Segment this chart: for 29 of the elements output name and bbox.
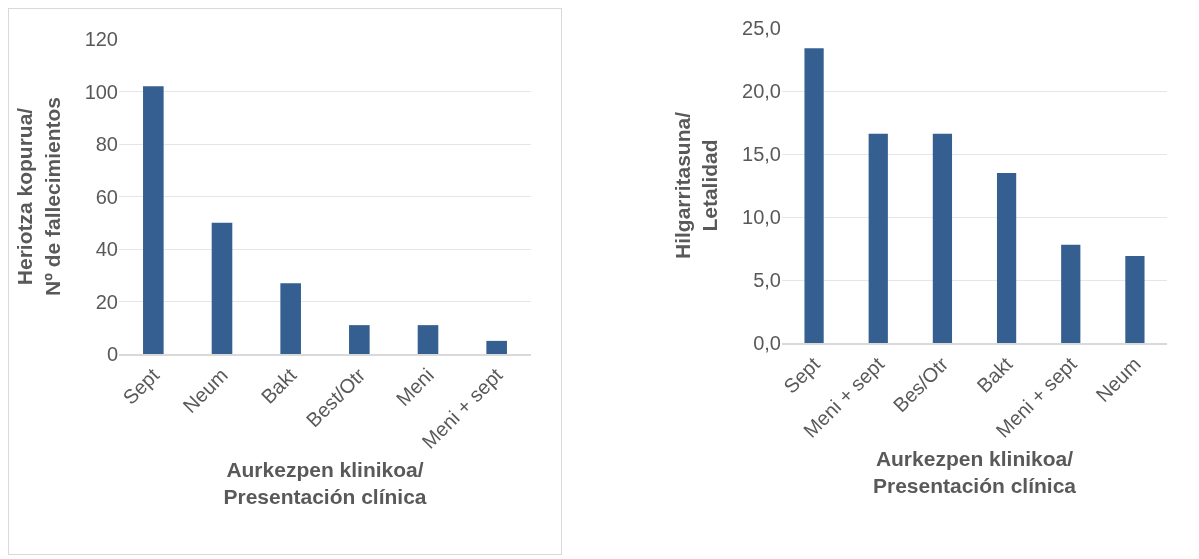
bar xyxy=(868,133,888,343)
bar xyxy=(486,340,507,354)
y-tick-label: 60 xyxy=(95,185,118,208)
bar xyxy=(996,172,1017,343)
y-tick-label: 100 xyxy=(84,80,118,103)
bar xyxy=(280,283,301,354)
x-axis-title: Aurkezpen klinikoa/ Presentación clínica xyxy=(223,457,427,509)
bar xyxy=(1125,256,1145,343)
bar xyxy=(1061,244,1081,343)
y-axis-title: Heriotza kopurua/ Nº de fallecimientos xyxy=(13,96,64,297)
y-tick-label: 80 xyxy=(95,133,118,155)
y-axis-title: Hilgarritasuna/ Letalidad xyxy=(670,111,722,260)
y-tick-label: 40 xyxy=(95,238,118,260)
y-tick-label: 0,0 xyxy=(753,332,781,354)
y-tick-label: 120 xyxy=(84,28,118,50)
y-tick-label: 20,0 xyxy=(742,80,781,102)
bar xyxy=(211,222,233,354)
y-tick-label: 0 xyxy=(106,343,118,365)
bar xyxy=(349,325,370,354)
y-tick-label: 25,0 xyxy=(742,17,781,39)
y-tick-label: 10,0 xyxy=(742,206,781,228)
bar xyxy=(804,48,824,343)
y-tick-label: 5,0 xyxy=(753,269,781,291)
bar xyxy=(143,86,164,354)
x-axis-title: Aurkezpen klinikoa/ Presentación clínica xyxy=(872,446,1077,498)
y-tick-label: 15,0 xyxy=(742,143,781,165)
bar xyxy=(417,325,439,354)
bar xyxy=(932,133,953,343)
y-tick-label: 20 xyxy=(95,290,118,313)
